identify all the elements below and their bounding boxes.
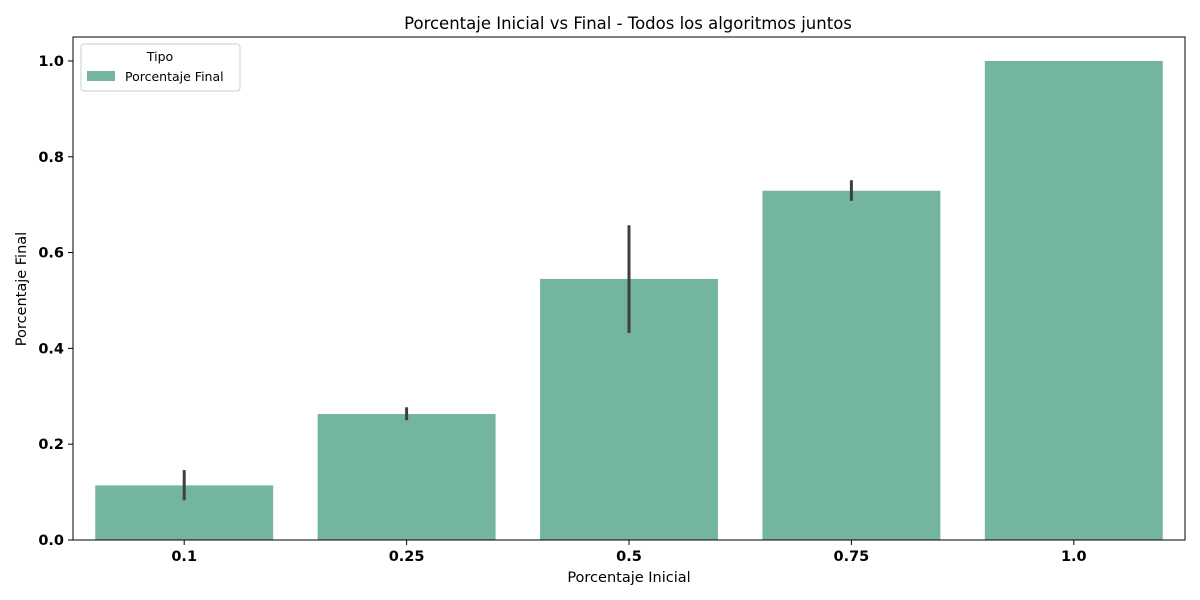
y-tick-label: 0.4 (38, 341, 64, 357)
y-tick-label: 0.2 (38, 437, 64, 453)
bars-group (95, 60, 1163, 540)
bar (984, 60, 1163, 540)
y-tick-label: 0.0 (38, 533, 64, 549)
y-tick-label: 0.6 (38, 246, 64, 262)
x-tick-label: 1.0 (1061, 549, 1087, 565)
bar (317, 414, 496, 540)
x-tick-label: 0.75 (834, 549, 870, 565)
legend: Tipo Porcentaje Final (80, 43, 241, 92)
chart-title: Porcentaje Inicial vs Final - Todos los … (404, 14, 852, 33)
legend-swatch (87, 71, 115, 81)
x-tick-label: 0.5 (616, 549, 642, 565)
bar (762, 190, 941, 540)
legend-box (80, 43, 241, 92)
error-bars-group (182, 180, 853, 501)
y-axis-label: Porcentaje Final (14, 232, 30, 346)
x-axis-label: Porcentaje Inicial (567, 570, 690, 586)
x-tick-label: 0.1 (171, 549, 197, 565)
y-axis: 0.0 0.2 0.4 0.6 0.8 1.0 (38, 54, 73, 549)
y-tick-label: 1.0 (38, 54, 64, 70)
legend-title: Tipo (146, 49, 173, 64)
y-tick-label: 0.8 (38, 150, 64, 166)
x-axis: 0.1 0.25 0.5 0.75 1.0 (171, 540, 1087, 565)
x-tick-label: 0.25 (389, 549, 425, 565)
legend-entry-label: Porcentaje Final (125, 69, 224, 84)
